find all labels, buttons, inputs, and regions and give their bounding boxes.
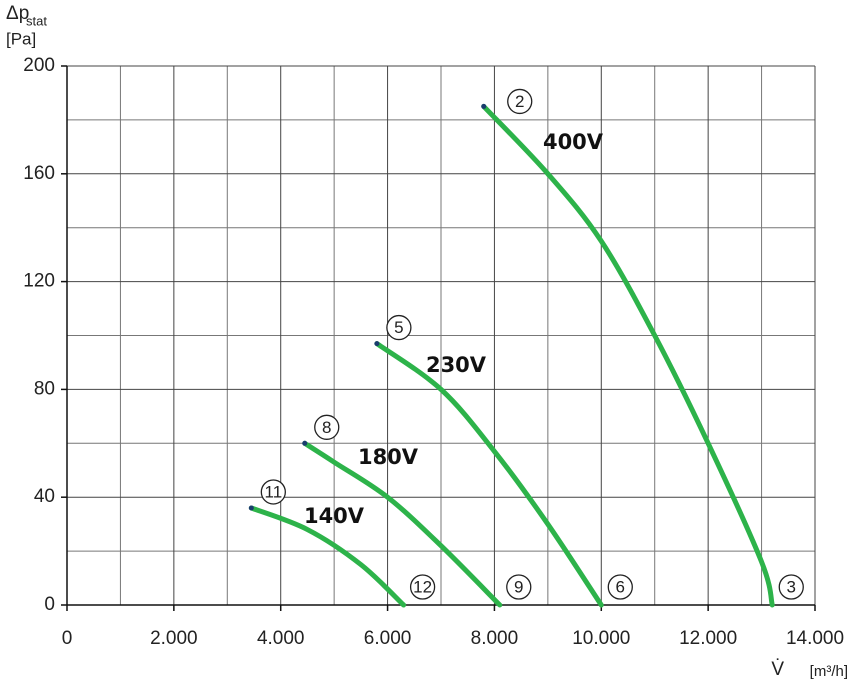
start-dot (481, 103, 487, 109)
point-label: 11 (265, 482, 283, 501)
start-dot (302, 440, 308, 446)
point-label: 12 (413, 577, 432, 596)
x-axis-label: V̇ (771, 659, 784, 680)
y-axis-label: Δp (6, 3, 29, 24)
curve (302, 440, 503, 608)
point-marker (507, 88, 533, 115)
start-dot (374, 341, 380, 347)
x-tick-label: 6.000 (364, 628, 412, 649)
y-tick-label: 200 (23, 55, 55, 76)
point-label: 6 (616, 577, 625, 596)
point-label: 5 (394, 318, 403, 337)
point-label: 2 (515, 92, 524, 111)
series-label: 180V (358, 445, 419, 469)
x-tick-label: 14.000 (786, 628, 844, 649)
x-tick-label: 2.000 (150, 628, 198, 649)
x-tick-label: 4.000 (257, 628, 305, 649)
point-label: 3 (787, 577, 796, 596)
point-marker (778, 574, 804, 600)
curve (481, 103, 775, 608)
series-label: 140V (304, 504, 365, 528)
y-tick-label: 160 (23, 163, 55, 184)
x-tick-label: 0 (62, 628, 73, 649)
point-marker (314, 414, 340, 440)
point-marker (260, 479, 286, 505)
y-tick-label: 80 (34, 378, 55, 399)
x-axis-unit: [m³/h] (810, 663, 848, 680)
series-label: 230V (426, 353, 487, 377)
point-marker (607, 574, 633, 600)
y-tick-label: 120 (23, 271, 55, 292)
start-dot (248, 505, 254, 511)
x-tick-label: 12.000 (679, 628, 737, 649)
y-axis-label-sub: stat (26, 13, 47, 28)
y-tick-label: 40 (34, 486, 55, 507)
y-tick-label: 0 (44, 594, 55, 615)
curve (248, 505, 407, 608)
point-label: 9 (514, 577, 523, 596)
point-marker (409, 574, 436, 600)
y-axis-unit: [Pa] (6, 29, 36, 48)
point-marker (506, 574, 532, 600)
series-label: 400V (543, 130, 604, 154)
x-tick-label: 10.000 (572, 628, 630, 649)
point-label: 8 (322, 418, 331, 437)
x-tick-label: 8.000 (471, 628, 519, 649)
point-marker (386, 314, 412, 341)
curve (374, 341, 604, 608)
